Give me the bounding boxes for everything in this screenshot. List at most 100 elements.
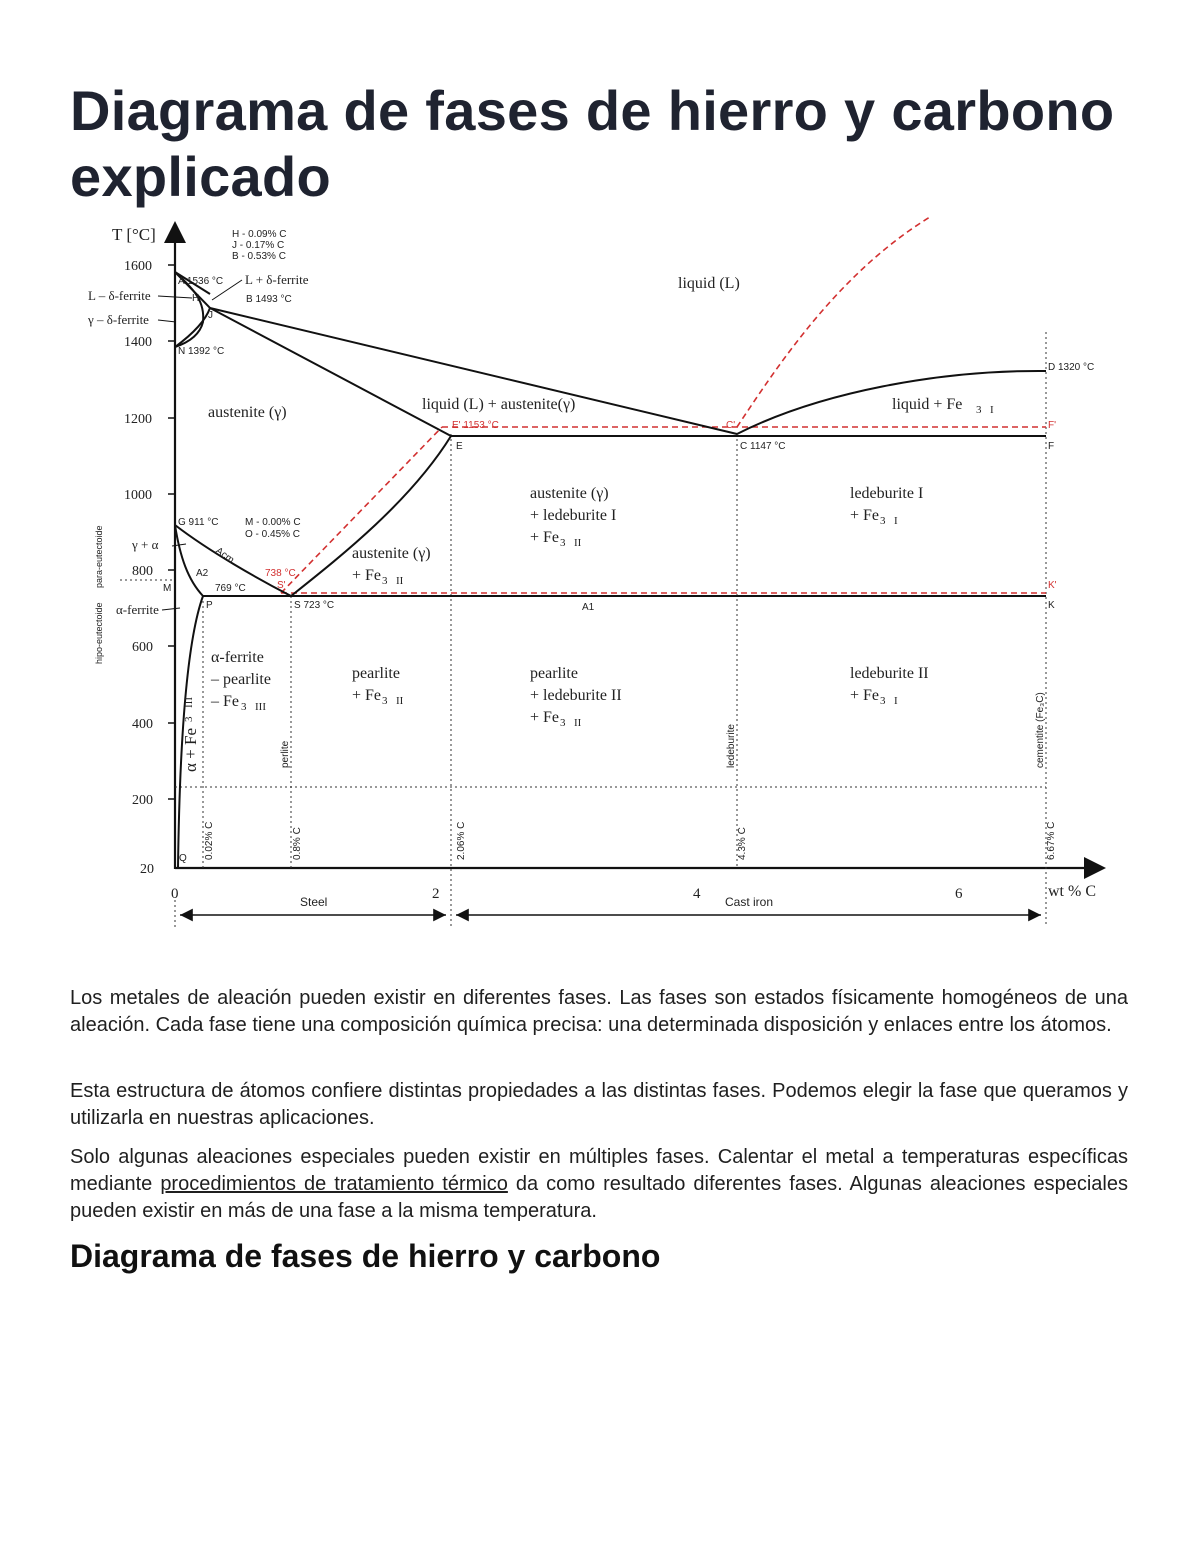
y-tick-600: 600 — [132, 640, 153, 655]
label-aus-fe3c-1: austenite (γ) — [352, 545, 431, 562]
point-n: N 1392 °C — [178, 346, 224, 357]
point-d: D 1320 °C — [1048, 362, 1094, 373]
line-a1: A1 — [582, 602, 595, 613]
x-tick-2: 2 — [432, 886, 440, 902]
section-heading: Diagrama de fases de hierro y carbono — [70, 1236, 660, 1276]
label-pl-led-1: pearlite — [530, 665, 578, 682]
key-o: O - 0.45% C — [245, 529, 300, 540]
y-tick-200: 200 — [132, 793, 153, 808]
svg-text:I: I — [894, 515, 898, 527]
label-liquid-fe3c: liquid + Fe — [892, 396, 962, 413]
label-aus-led-1: austenite (γ) — [530, 485, 609, 502]
label-aus-fe3c-2: + Fe — [352, 567, 381, 584]
label-af-pearl-1: α-ferrite — [211, 649, 264, 666]
page-title: Diagrama de fases de hierro y carbono ex… — [70, 78, 1130, 210]
svg-text:3: 3 — [880, 695, 886, 707]
svg-text:II: II — [574, 537, 582, 549]
svg-text:3: 3 — [976, 404, 982, 416]
svg-text:3: 3 — [183, 716, 195, 722]
label-af-pearl-2: – pearlite — [210, 671, 271, 688]
svg-text:II: II — [396, 575, 404, 587]
y-axis-label: T [°C] — [112, 225, 156, 244]
svg-text:III: III — [255, 701, 266, 713]
point-s: S 723 °C — [294, 600, 334, 611]
phase-boundaries — [175, 272, 1046, 868]
label-aus-led-2: + ledeburite I — [530, 507, 616, 524]
line-a2: A2 — [196, 568, 209, 579]
point-p: P — [206, 600, 213, 611]
point-jj: J — [208, 310, 213, 321]
x-tick-0: 0 — [171, 886, 179, 902]
vertical-labels: 0.02% C 0.8% C 2.06% C 4.3% C 6.67% C pe… — [204, 692, 1057, 860]
label-l-delta-left: L – δ-ferrite — [88, 288, 151, 303]
label-pl-led-2: + ledeburite II — [530, 687, 622, 704]
y-tick-1600: 1600 — [124, 259, 152, 274]
x-tick-6: 6 — [955, 886, 963, 902]
y-tick-800: 800 — [132, 564, 153, 579]
y-ticks: 1600 1400 1200 1000 800 600 400 200 20 — [124, 259, 175, 877]
label-l-delta: L + δ-ferrite — [245, 272, 309, 287]
paragraph-3: Solo algunas aleaciones especiales puede… — [70, 1144, 1128, 1225]
label-g-delta: γ – δ-ferrite — [87, 312, 149, 327]
svg-text:III: III — [183, 697, 195, 708]
label-led2-2: + Fe — [850, 687, 879, 704]
label-af-pearl-3: – Fe — [210, 693, 239, 710]
label-pl-led-3: + Fe — [530, 709, 559, 726]
point-c: C 1147 °C — [740, 441, 786, 452]
point-k: K — [1048, 600, 1055, 611]
point-c-prime: C' — [726, 420, 735, 431]
point-s-prime: S' — [277, 580, 286, 591]
point-f: F — [1048, 441, 1054, 452]
paragraph-2: Esta estructura de átomos confiere disti… — [70, 1078, 1128, 1132]
svg-text:3: 3 — [382, 695, 388, 707]
point-b: B 1493 °C — [246, 294, 292, 305]
vlabel-08: 0.8% C — [292, 827, 303, 860]
svg-text:3: 3 — [241, 701, 247, 713]
label-pearl-2: + Fe — [352, 687, 381, 704]
point-a: A 1536 °C — [178, 276, 223, 287]
svg-text:I: I — [894, 695, 898, 707]
y-tick-1000: 1000 — [124, 488, 152, 503]
key-b: B - 0.53% C — [232, 251, 286, 262]
cast-iron-range-label: Cast iron — [725, 895, 773, 909]
point-f-prime: F' — [1048, 420, 1056, 431]
point-738: 738 °C — [265, 568, 296, 579]
vlabel-667: 6.67% C — [1046, 822, 1057, 860]
label-pearl-1: pearlite — [352, 665, 400, 682]
heat-treatment-link[interactable]: procedimientos de tratamiento térmico — [160, 1173, 508, 1195]
label-austenite: austenite (γ) — [208, 404, 287, 421]
svg-text:3: 3 — [560, 717, 566, 729]
svg-text:II: II — [396, 695, 404, 707]
vlabel-cementite: cementite (Fe₃C) — [1035, 692, 1046, 768]
label-led1-1: ledeburite I — [850, 485, 923, 502]
point-e-prime: E' 1153 °C — [452, 420, 499, 431]
label-alpha-fe3c: α + Fe — [181, 728, 200, 772]
vlabel-002: 0.02% C — [204, 822, 215, 860]
key-j: J - 0.17% C — [232, 240, 284, 251]
key-h: H - 0.09% C — [232, 229, 286, 240]
vlabel-ledeburite: ledeburite — [726, 724, 737, 768]
label-liquid: liquid (L) — [678, 275, 740, 292]
point-769: 769 °C — [215, 583, 246, 594]
x-ticks: 0 2 4 6 — [171, 886, 963, 902]
label-led2-1: ledeburite II — [850, 665, 929, 682]
iron-carbon-phase-diagram: T [°C] wt % C 1600 1400 1200 1000 800 60… — [80, 212, 1120, 932]
y-tick-1400: 1400 — [124, 335, 152, 350]
point-k-prime: K' — [1048, 580, 1057, 591]
svg-text:I: I — [990, 404, 994, 416]
point-e: E — [456, 441, 463, 452]
svg-text:3: 3 — [382, 575, 388, 587]
x-axis-label: wt % C — [1048, 883, 1096, 900]
paragraph-1: Los metales de aleación pueden existir e… — [70, 985, 1128, 1039]
label-led1-2: + Fe — [850, 507, 879, 524]
svg-text:3: 3 — [560, 537, 566, 549]
y-tick-20: 20 — [140, 862, 154, 877]
svg-text:3: 3 — [880, 515, 886, 527]
label-g-alpha: γ + α — [131, 537, 159, 552]
phase-diagram-svg: T [°C] wt % C 1600 1400 1200 1000 800 60… — [80, 212, 1120, 932]
y-tick-1200: 1200 — [124, 412, 152, 427]
point-q: Q — [179, 853, 187, 864]
label-liquid-austenite: liquid (L) + austenite(γ) — [422, 396, 575, 413]
side-label-lower: hipo-eutectoide — [94, 602, 104, 664]
